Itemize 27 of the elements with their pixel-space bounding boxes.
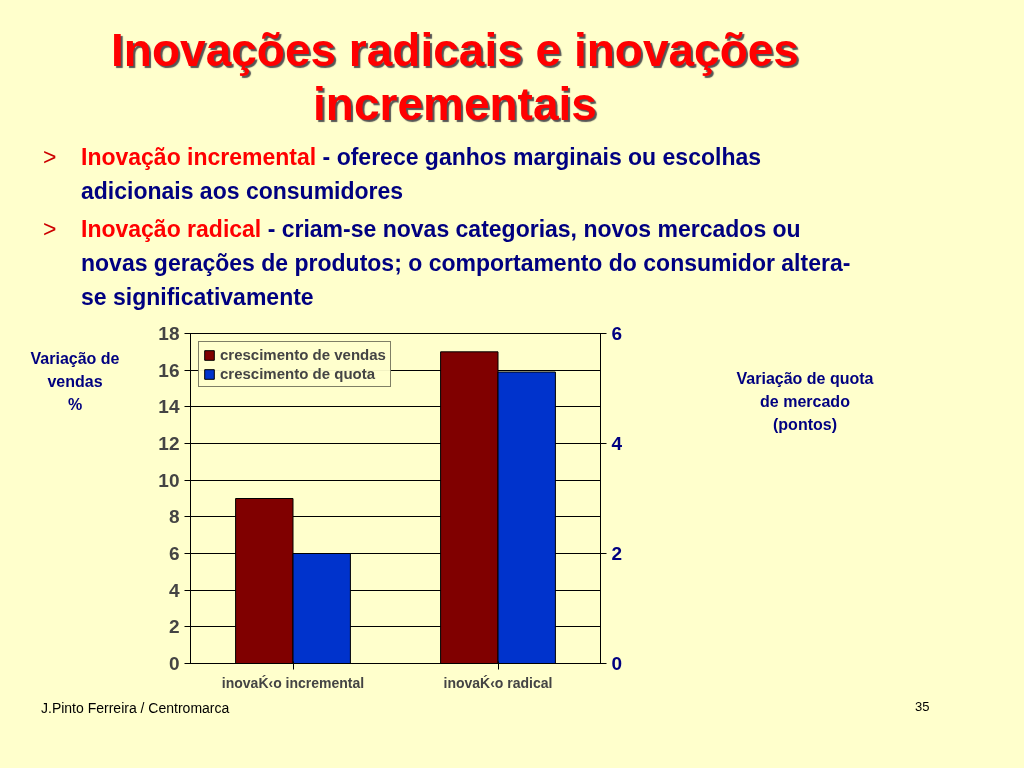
y-tick-label: 0	[168, 653, 180, 674]
y-tick-label: 10	[158, 469, 180, 491]
y-tick-label: 8	[168, 506, 180, 528]
legend-label: crescimento de vendas	[220, 346, 386, 363]
y-axis-title: Variação de vendas %	[29, 349, 121, 415]
y2-tick-label: 6	[611, 323, 623, 344]
y-tick-label: 4	[168, 579, 180, 601]
text: >	[43, 215, 57, 244]
text: J.Pinto Ferreira / Centromarca	[41, 699, 230, 718]
text: Inovação incremental	[81, 144, 317, 170]
text: Inovação radical	[81, 216, 262, 242]
y-tick-label: 12	[158, 433, 180, 454]
text: Variação de quota de mercado (pontos)	[736, 369, 874, 435]
y2-tick-label: 0	[611, 653, 623, 674]
x-tick-label: inovaḰ‹o incremental	[221, 674, 365, 691]
legend-label: crescimento de quota	[220, 365, 376, 382]
y-tick-label: 16	[158, 359, 180, 381]
text: 35	[915, 698, 930, 716]
y-tick-label: 6	[168, 543, 180, 564]
chart-title: Inovações radicais e inovações incrementais	[110, 23, 800, 131]
y-tick-label: 2	[168, 616, 180, 638]
y-tick-label: 18	[158, 323, 180, 344]
x-tick-label: inovaḰ‹o radical	[443, 674, 553, 691]
y-tick-label: 14	[158, 396, 180, 418]
text: >	[43, 143, 57, 172]
y2-tick-label: 2	[611, 543, 623, 564]
y2-tick-label: 4	[611, 433, 623, 454]
